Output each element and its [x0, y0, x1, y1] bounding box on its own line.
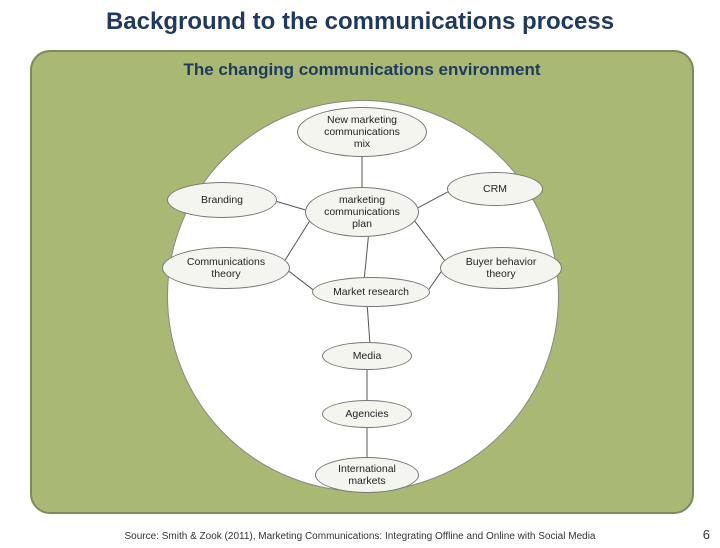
- content-panel: The changing communications environment …: [30, 50, 694, 514]
- node-left: Branding: [167, 182, 277, 218]
- slide-subtitle: The changing communications environment: [32, 60, 692, 80]
- node-mres: Market research: [312, 277, 430, 307]
- node-lright: Buyer behaviortheory: [440, 247, 562, 289]
- slide-title: Background to the communications process: [0, 8, 720, 36]
- node-top: New marketingcommunicationsmix: [297, 107, 427, 157]
- node-right: CRM: [447, 172, 543, 206]
- node-lleft: Communicationstheory: [162, 247, 290, 289]
- source-citation: Source: Smith & Zook (2011), Marketing C…: [0, 531, 720, 542]
- node-center: marketingcommunicationsplan: [305, 187, 419, 237]
- node-intl: Internationalmarkets: [315, 457, 419, 493]
- node-agencies: Agencies: [322, 400, 412, 428]
- node-media: Media: [322, 342, 412, 370]
